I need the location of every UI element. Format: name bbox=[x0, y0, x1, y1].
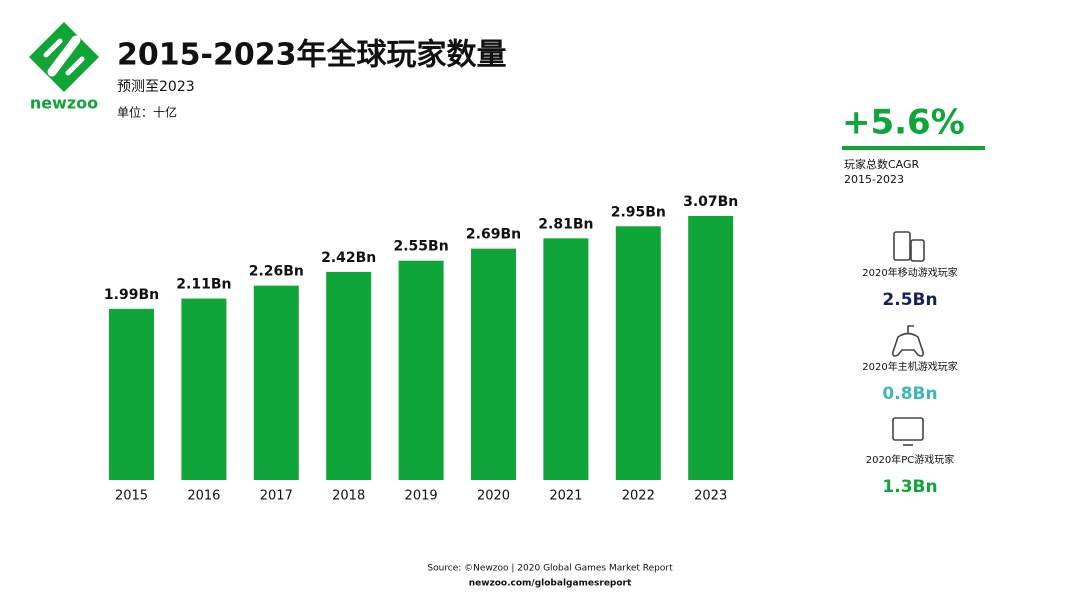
stat-label: 2020年移动游戏玩家 bbox=[862, 266, 957, 279]
data-label: 2.55Bn bbox=[394, 239, 449, 255]
chart-title: 2015-2023年全球玩家数量 bbox=[117, 38, 506, 73]
cagr-period: 2015-2023 bbox=[844, 173, 904, 186]
pc-icon bbox=[892, 417, 924, 446]
x-tick-label: 2022 bbox=[622, 489, 655, 504]
bar bbox=[471, 248, 516, 480]
source: Source: ©Newzoo | 2020 Global Games Mark… bbox=[427, 564, 673, 574]
x-tick-label: 2023 bbox=[694, 489, 727, 504]
stat-label: 2020年PC游戏玩家 bbox=[866, 453, 954, 466]
brand: newzoo bbox=[30, 94, 98, 113]
bar bbox=[253, 285, 299, 480]
bar bbox=[688, 215, 734, 481]
x-tick-label: 2018 bbox=[332, 489, 365, 504]
stat-value: 0.8Bn bbox=[882, 384, 937, 404]
data-label: 2.11Bn bbox=[176, 277, 231, 293]
stat-value: 1.3Bn bbox=[882, 477, 937, 497]
x-tick-label: 2015 bbox=[115, 489, 148, 504]
cagr: +5.6% bbox=[842, 103, 965, 143]
bar bbox=[181, 298, 227, 480]
x-tick-label: 2017 bbox=[260, 489, 293, 504]
bar bbox=[326, 271, 372, 480]
bar bbox=[109, 308, 154, 480]
bar bbox=[615, 226, 661, 480]
stat-label: 2020年主机游戏玩家 bbox=[862, 360, 957, 373]
data-label: 2.26Bn bbox=[249, 264, 304, 280]
x-tick-label: 2020 bbox=[477, 489, 510, 504]
url: newzoo.com/globalgamesreport bbox=[469, 579, 632, 589]
bar bbox=[543, 238, 589, 480]
cagr-underline bbox=[842, 146, 985, 150]
data-label: 1.99Bn bbox=[104, 287, 159, 303]
logo bbox=[29, 22, 99, 92]
stat-value: 2.5Bn bbox=[882, 290, 937, 310]
bar bbox=[398, 260, 444, 480]
mobile-icon bbox=[893, 231, 925, 262]
data-label: 2.81Bn bbox=[538, 216, 593, 232]
subtitle: 预测至2023 bbox=[117, 79, 195, 95]
data-label: 2.42Bn bbox=[321, 250, 376, 266]
console-icon bbox=[892, 325, 924, 357]
data-label: 2.69Bn bbox=[466, 227, 521, 243]
data-label: 3.07Bn bbox=[683, 194, 738, 210]
unit-note: 单位：十亿 bbox=[117, 105, 177, 120]
x-tick-label: 2019 bbox=[405, 489, 438, 504]
cagr-label: 玩家总数CAGR bbox=[844, 157, 920, 171]
data-label: 2.95Bn bbox=[611, 204, 666, 220]
x-tick-label: 2016 bbox=[187, 489, 220, 504]
x-tick-label: 2021 bbox=[549, 489, 582, 504]
